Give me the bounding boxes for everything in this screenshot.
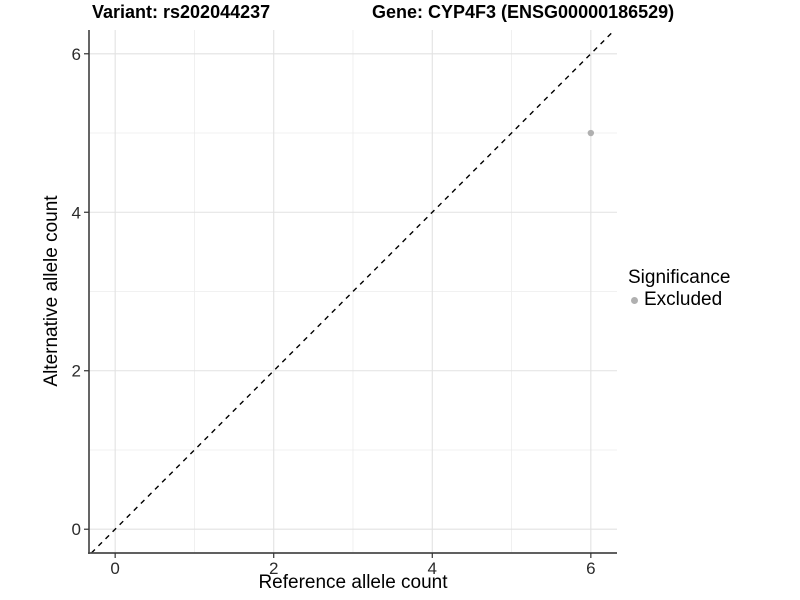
- y-tick-label: 2: [72, 362, 81, 381]
- y-tick-label: 0: [72, 520, 81, 539]
- x-tick-label: 0: [110, 559, 119, 578]
- x-tick-label: 2: [269, 559, 278, 578]
- legend-item-excluded: Excluded: [628, 289, 730, 311]
- legend-item-label: Excluded: [644, 289, 723, 310]
- y-tick-label: 4: [72, 203, 81, 222]
- variant-title: Variant: rs202044237: [92, 2, 271, 22]
- legend: Significance Excluded: [628, 267, 730, 311]
- legend-point-swatch-icon: [631, 296, 638, 304]
- gene-title: Gene: CYP4F3 (ENSG00000186529): [372, 2, 675, 22]
- x-axis-title: Reference allele count: [258, 572, 448, 593]
- x-tick-label: 4: [428, 559, 437, 578]
- data-point: [587, 129, 595, 137]
- identity-dashed-line: [90, 29, 616, 554]
- legend-title: Significance: [628, 267, 731, 288]
- x-tick-label: 6: [586, 559, 595, 578]
- y-tick-label: 6: [72, 45, 81, 64]
- y-axis-title: Alternative allele count: [41, 195, 62, 387]
